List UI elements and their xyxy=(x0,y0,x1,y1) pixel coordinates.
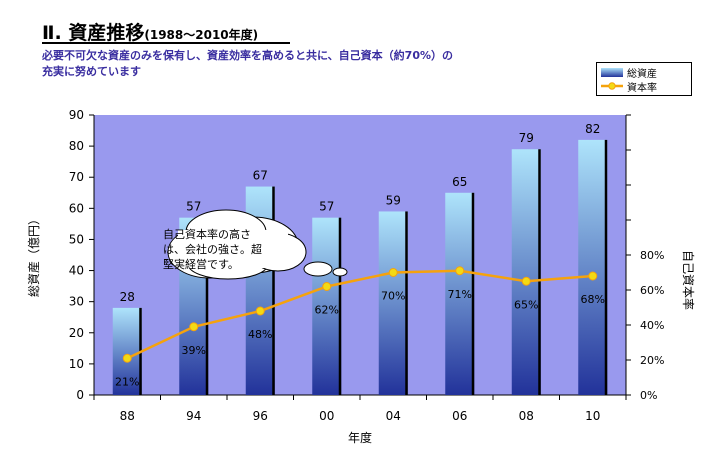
left-axis: 0 10 20 30 40 50 60 70 80 90 xyxy=(69,108,95,402)
x-tick-label: 08 xyxy=(519,409,534,423)
left-tick-label: 90 xyxy=(69,108,84,122)
x-tick-label: 06 xyxy=(452,409,467,423)
legend-item-equity-ratio: 資本率 xyxy=(601,79,657,94)
left-tick-label: 50 xyxy=(69,232,84,246)
line-value-label: 21% xyxy=(115,375,139,388)
line-point xyxy=(521,276,531,286)
bar-value-label: 28 xyxy=(120,290,135,304)
right-tick-label: 40% xyxy=(640,319,664,332)
title-years: (1988～2010年度) xyxy=(144,28,259,42)
line-value-label: 71% xyxy=(448,288,472,301)
line-series xyxy=(122,266,598,363)
subtitle-line-1: 必要不可欠な資産のみを保有し、資産効率を高めると共に、自己資本（約70%）の xyxy=(42,49,453,62)
line-point xyxy=(255,306,265,316)
right-tick-label: 80% xyxy=(640,249,664,262)
bar-value-label: 67 xyxy=(253,169,268,183)
right-tick-label: 60% xyxy=(640,284,664,297)
bar-value-label: 82 xyxy=(585,122,600,136)
left-tick-label: 60 xyxy=(69,201,84,215)
x-tick-label: 96 xyxy=(253,409,268,423)
left-tick-label: 70 xyxy=(69,170,84,184)
callout-line-2: は、会社の強さ。超 xyxy=(163,242,262,256)
bar-series xyxy=(112,139,608,395)
line-point xyxy=(189,322,199,332)
callout-line-3: 堅実経営です。 xyxy=(163,257,239,271)
line-point xyxy=(122,353,132,363)
bar-value-label: 57 xyxy=(186,200,201,214)
line-value-labels: 21% 39% 48% 62% 70% 71% 65% 68% xyxy=(115,288,605,389)
x-tick-label: 88 xyxy=(120,409,135,423)
bar xyxy=(112,307,142,395)
bar-value-label: 79 xyxy=(519,131,534,145)
bar-shadow xyxy=(538,149,541,395)
x-tick-label: 00 xyxy=(319,409,334,423)
line-value-label: 70% xyxy=(381,290,405,303)
chart-subtitle: 必要不可欠な資産のみを保有し、資産効率を高めると共に、自己資本（約70%）の 充… xyxy=(42,48,562,80)
bar xyxy=(378,211,408,395)
right-tick-label: 20% xyxy=(640,354,664,367)
bar-shadow xyxy=(471,192,475,395)
legend-swatch-line xyxy=(601,82,623,90)
bar-shadow xyxy=(272,186,275,395)
legend-item-total-assets: 総資産 xyxy=(601,65,657,80)
callout-cloud: 自己資本率の高さ は、会社の強さ。超 堅実経営です。 xyxy=(163,209,348,280)
line-value-label: 62% xyxy=(315,304,339,317)
x-axis-title: 年度 xyxy=(348,430,372,445)
line-value-label: 39% xyxy=(182,344,206,357)
equity-ratio-line xyxy=(126,269,593,360)
bar xyxy=(445,192,475,395)
bar xyxy=(312,217,342,395)
right-tick-label: 0% xyxy=(640,389,657,402)
legend-label-total-assets: 総資産 xyxy=(627,68,657,80)
left-tick-label: 10 xyxy=(69,357,84,371)
line-value-label: 65% xyxy=(514,298,538,311)
x-tick-label: 04 xyxy=(386,409,401,423)
x-tick-label: 10 xyxy=(585,409,600,423)
bar-shadow xyxy=(338,217,342,395)
line-point xyxy=(455,266,465,276)
left-tick-label: 40 xyxy=(69,264,84,278)
bar-value-label: 65 xyxy=(452,175,467,189)
line-value-label: 48% xyxy=(248,328,272,341)
subtitle-line-2: 充実に努めています xyxy=(42,65,141,78)
y2-axis-title: 自己資本率 xyxy=(681,250,696,310)
right-axis: 0% 20% 40% 60% 80% xyxy=(625,114,664,402)
line-point xyxy=(322,282,332,291)
left-tick-label: 0 xyxy=(76,388,84,402)
line-point xyxy=(588,271,598,281)
bar-value-labels: 28 57 67 57 59 65 79 82 xyxy=(120,122,601,304)
legend: 総資産 資本率 xyxy=(596,62,692,96)
bar-value-label: 59 xyxy=(386,193,401,207)
legend-label-equity-ratio: 資本率 xyxy=(627,82,657,94)
legend-swatch-bar xyxy=(601,67,623,77)
title-main: Ⅱ. 資産推移 xyxy=(42,22,145,44)
y-axis-title: 総資産（億円） xyxy=(26,213,41,297)
line-point xyxy=(388,268,398,277)
left-tick-label: 30 xyxy=(69,295,84,309)
bar-shadow xyxy=(405,211,408,395)
bar-shadow xyxy=(205,217,209,395)
left-tick-label: 80 xyxy=(69,139,84,153)
bar-shadow xyxy=(604,139,608,395)
bar-value-label: 57 xyxy=(319,200,334,214)
bar xyxy=(578,139,608,395)
bar xyxy=(511,149,541,395)
x-axis: 88 94 96 00 04 06 08 10 xyxy=(93,394,627,423)
chart-title: Ⅱ. 資産推移(1988～2010年度) xyxy=(42,18,258,45)
line-value-label: 68% xyxy=(581,293,605,306)
callout-line-1: 自己資本率の高さ xyxy=(163,227,251,241)
x-tick-label: 94 xyxy=(186,409,201,423)
title-underline xyxy=(42,42,290,44)
left-tick-label: 20 xyxy=(69,326,84,340)
